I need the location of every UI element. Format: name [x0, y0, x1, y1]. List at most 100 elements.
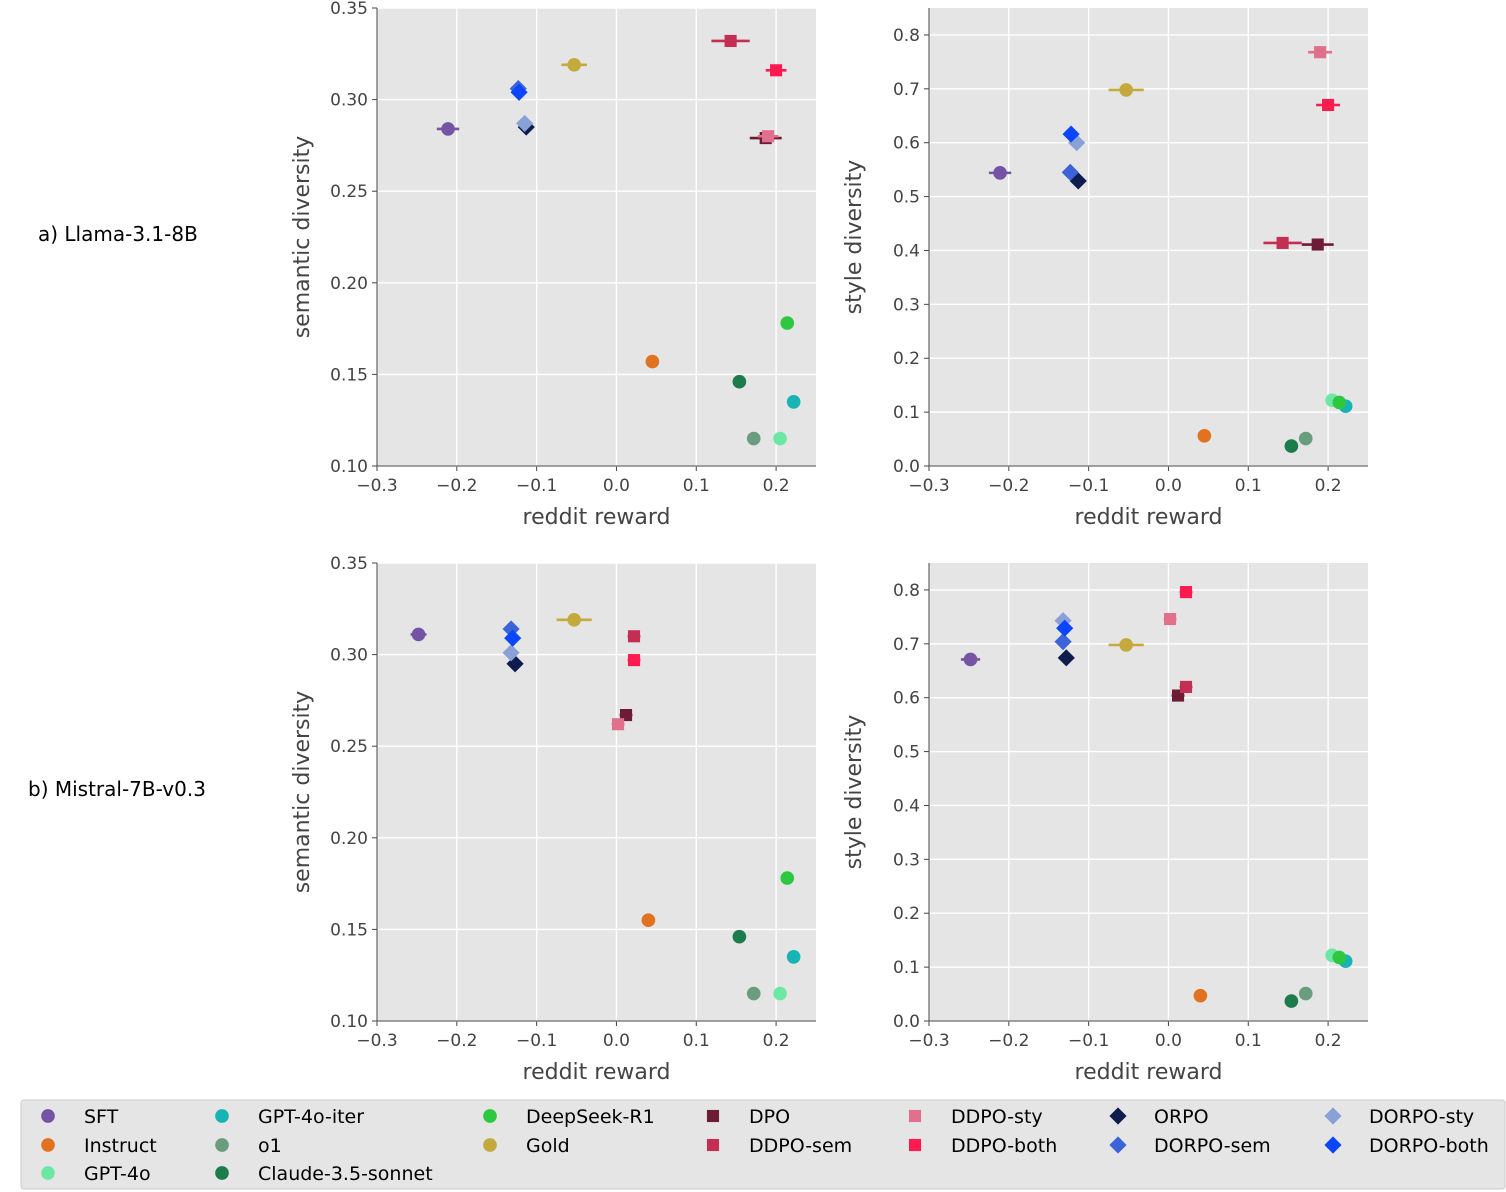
- x-axis-label: reddit reward: [523, 505, 671, 530]
- y-tick-label: 0.6: [893, 689, 920, 709]
- plot-background: [377, 563, 816, 1021]
- y-tick-label: 0.2: [893, 904, 920, 924]
- y-tick-label: 0.8: [893, 581, 920, 601]
- legend-label-dpo: DPO: [749, 1106, 790, 1128]
- legend-label-dorpo-both: DORPO-both: [1369, 1135, 1489, 1157]
- data-point-gold: [567, 612, 581, 627]
- data-point-ddpo-sem: [724, 34, 737, 48]
- y-tick-label: 0.8: [893, 26, 920, 46]
- data-point-gold: [1119, 83, 1133, 97]
- data-point-dpo: [619, 709, 633, 722]
- data-point-gpt-4o-iter: [786, 395, 801, 409]
- legend-marker-dorpo-sty: [1324, 1107, 1342, 1125]
- x-tick-label: −0.2: [988, 476, 1029, 496]
- y-tick-label: 0.20: [330, 829, 368, 849]
- data-point-deepseek-r1: [1332, 395, 1347, 410]
- y-tick-label: 0.3: [893, 850, 920, 870]
- legend-label-ddpo-both: DDPO-both: [951, 1135, 1057, 1157]
- x-tick-label: 0.0: [1155, 1031, 1182, 1051]
- data-point-dorpo-sty: [516, 114, 534, 132]
- data-point-instruct: [641, 913, 656, 928]
- data-point-orpo: [1069, 172, 1087, 190]
- data-point-ddpo-sty: [1164, 612, 1177, 626]
- data-point-claude-3-5-sonnet: [732, 929, 747, 944]
- legend-marker-deepseek-r1: [483, 1109, 497, 1123]
- x-tick-label: −0.1: [516, 1031, 557, 1051]
- legend-label-gpt-4o: GPT-4o: [84, 1163, 151, 1185]
- x-tick-label: −0.1: [1068, 476, 1109, 496]
- plot-background: [377, 8, 816, 466]
- y-tick-label: 0.10: [330, 457, 368, 477]
- data-point-o1: [746, 986, 761, 1001]
- legend-label-ddpo-sty: DDPO-sty: [951, 1106, 1043, 1128]
- legend: SFT GPT-4o-iter DeepSeek-R1 DPO DDPO-sty ORPO…: [20, 1099, 1506, 1190]
- y-tick-label: 0.30: [330, 646, 368, 666]
- data-point-instruct: [645, 354, 660, 369]
- x-tick-label: 0.2: [763, 1031, 790, 1051]
- y-tick-label: 0.7: [893, 635, 920, 655]
- x-tick-label: −0.1: [1068, 1031, 1109, 1051]
- data-point-sft: [993, 166, 1007, 180]
- legend-marker-orpo: [1109, 1107, 1127, 1125]
- data-point-ddpo-sem: [627, 630, 641, 643]
- plot-background: [929, 563, 1368, 1021]
- legend-marker-ddpo-sty: [908, 1109, 922, 1123]
- data-point-gpt-4o: [773, 431, 787, 446]
- y-tick-label: 0.5: [893, 188, 920, 208]
- chart-panel-a-semantic: −0.3 −0.2 −0.1 0.0 0.1 0.2 0.10 0.15 0.20 0.25 0.3…: [290, 0, 816, 530]
- y-tick-label: 0.25: [330, 737, 368, 757]
- y-tick-label: 0.15: [330, 920, 368, 940]
- data-point-ddpo-sem: [1179, 680, 1193, 693]
- data-point-dorpo-both: [510, 83, 528, 101]
- y-tick-label: 0.6: [893, 134, 920, 154]
- legend-box: [20, 1099, 1506, 1190]
- data-point-ddpo-sty: [762, 130, 775, 143]
- x-tick-label: 0.2: [1315, 476, 1342, 496]
- x-tick-label: 0.1: [683, 476, 710, 496]
- y-tick-label: 0.2: [893, 349, 920, 369]
- x-tick-label: −0.3: [908, 476, 949, 496]
- legend-label-dorpo-sem: DORPO-sem: [1154, 1135, 1271, 1157]
- data-point-orpo: [1057, 649, 1075, 667]
- data-point-sft: [963, 652, 978, 667]
- data-point-gold: [1119, 638, 1133, 652]
- x-tick-label: 0.1: [683, 1031, 710, 1051]
- legend-label-dorpo-sty: DORPO-sty: [1369, 1106, 1474, 1128]
- row-label-mistral: b) Mistral-7B-v0.3: [28, 777, 206, 801]
- data-point-ddpo-both: [1179, 586, 1193, 599]
- legend-label-claude-3-5-sonnet: Claude-3.5-sonnet: [258, 1163, 433, 1185]
- legend-label-instruct: Instruct: [84, 1135, 157, 1157]
- x-axis-label: reddit reward: [523, 1060, 671, 1085]
- data-point-dorpo-sem: [1061, 163, 1079, 181]
- data-point-ddpo-sty: [1314, 46, 1327, 59]
- x-tick-label: 0.1: [1235, 1031, 1262, 1051]
- data-point-ddpo-both: [1322, 98, 1335, 112]
- x-tick-label: 0.1: [1235, 476, 1262, 496]
- legend-label-ddpo-sem: DDPO-sem: [749, 1135, 852, 1157]
- legend-marker-dorpo-sem: [1109, 1136, 1127, 1154]
- data-point-dpo: [1311, 238, 1324, 251]
- legend-marker-o1: [215, 1138, 229, 1152]
- data-point-ddpo-sem: [1276, 236, 1289, 249]
- x-tick-label: −0.3: [356, 476, 397, 496]
- data-point-dorpo-sem: [502, 620, 520, 638]
- x-tick-label: 0.2: [763, 476, 790, 496]
- data-point-claude-3-5-sonnet: [1284, 439, 1299, 453]
- data-point-ddpo-both: [627, 654, 641, 667]
- data-point-instruct: [1197, 429, 1212, 443]
- data-point-gold: [567, 57, 581, 72]
- y-tick-label: 0.0: [893, 457, 920, 477]
- y-tick-label: 0.0: [893, 1012, 920, 1032]
- data-point-orpo: [506, 655, 524, 673]
- data-point-o1: [1298, 431, 1313, 446]
- y-tick-label: 0.20: [330, 274, 368, 294]
- y-tick-label: 0.5: [893, 743, 920, 763]
- legend-label-deepseek-r1: DeepSeek-R1: [526, 1106, 655, 1128]
- data-point-dorpo-sty: [502, 644, 520, 662]
- data-point-claude-3-5-sonnet: [732, 374, 747, 389]
- data-point-o1: [746, 431, 761, 446]
- x-tick-label: −0.3: [356, 1031, 397, 1051]
- y-tick-label: 0.3: [893, 295, 920, 315]
- x-tick-label: 0.0: [603, 1031, 630, 1051]
- data-point-instruct: [1193, 988, 1208, 1003]
